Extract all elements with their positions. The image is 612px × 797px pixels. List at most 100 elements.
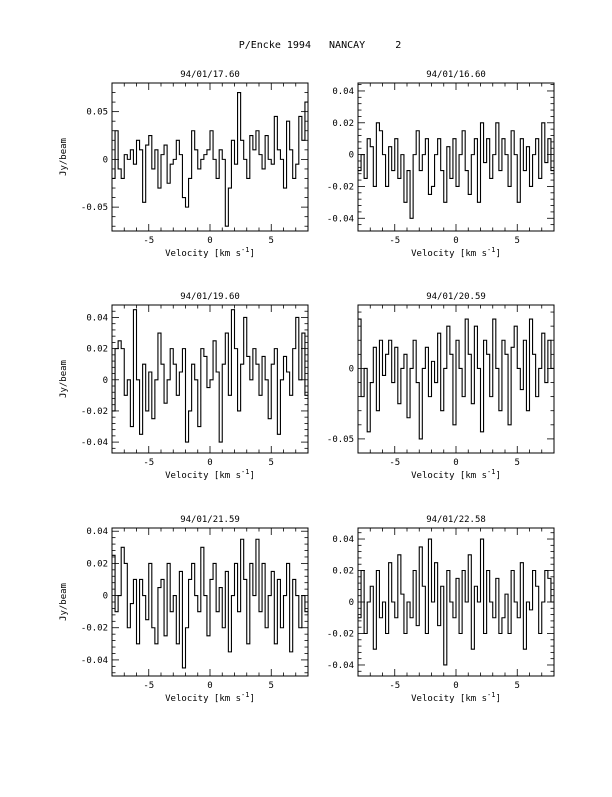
x-axis-label-main: Velocity [km s [165,694,241,704]
spectrum-point [402,594,403,595]
spectrum-point [451,354,452,355]
spectrum-point [220,149,221,150]
spectrum-point [165,403,166,404]
spectrum-point [445,664,446,665]
spectrum-point [460,633,461,634]
spectrum-point [150,563,151,564]
spectrum-point [150,135,151,136]
spectrum-point [147,144,148,145]
y-tick-label: 0.02 [86,345,108,355]
spectrum-point [494,154,495,155]
spectrum-point [469,194,470,195]
spectrum-point [478,368,479,369]
spectrum-point [478,202,479,203]
spectrum-point [260,611,261,612]
x-axis-label-main: Velocity [km s [165,471,241,481]
y-tick-label: -0.04 [81,438,108,448]
spectrum-point [537,396,538,397]
spectrum-point [457,340,458,341]
spectrum-point [512,130,513,131]
spectrum-point [417,382,418,383]
spectrum-point [284,595,285,596]
spectrum-point [460,154,461,155]
spectrum-series-line [358,318,554,440]
spectrum-point [386,354,387,355]
spectrum-point [306,611,307,612]
spectrum-point [399,178,400,179]
spectrum-point [399,403,400,404]
spectrum-point [266,135,267,136]
y-tick-label: 0 [349,598,354,608]
x-axis-label-main: Velocity [km s [411,694,487,704]
spectrum-point [235,348,236,349]
x-axis-label-sup: -1 [487,246,495,254]
spectrum-point [386,186,387,187]
spectrum-point [540,178,541,179]
spectrum-point [214,159,215,160]
spectrum-point [439,138,440,139]
spectrum-point [484,162,485,163]
spectrum-point [386,633,387,634]
y-tick-label: -0.05 [81,203,108,213]
spectrum-point [220,441,221,442]
spectrum-point [515,601,516,602]
spectrum-point [202,348,203,349]
spectrum-point [435,154,436,155]
spectrum-point [174,364,175,365]
spectrum-point [303,140,304,141]
spectrum-point [275,116,276,117]
x-axis-label-sup: -1 [487,691,495,699]
y-tick-label: -0.05 [327,435,354,445]
spectrum-point [260,395,261,396]
spectrum-point [442,410,443,411]
spectrum-point [128,159,129,160]
panel-title: 94/01/22.58 [426,515,486,525]
spectrum-point [275,643,276,644]
spectrum-series-line [112,309,308,443]
spectrum-point [217,371,218,372]
spectrum-point [174,159,175,160]
spectrum-point [503,138,504,139]
x-tick-label: -5 [143,681,154,691]
x-tick-label: 0 [453,458,458,468]
y-tick-label: 0.04 [86,527,108,537]
spectrum-point [533,570,534,571]
spectrum-point [481,122,482,123]
spectrum-point [159,332,160,333]
spectrum-point [137,643,138,644]
spectrum-point [245,579,246,580]
spectrum-point [229,395,230,396]
spectrum-point [183,667,184,668]
x-axis-label-close: ] [495,694,500,704]
spectrum-point [524,649,525,650]
x-axis-label-sup: -1 [241,691,249,699]
spectrum-point [116,348,117,349]
spectrum-point [137,379,138,380]
spectrum-point [396,138,397,139]
y-tick-label: 0 [349,364,354,374]
spectrum-point [494,318,495,319]
spectrum-point [423,586,424,587]
spectrum-point [291,149,292,150]
spectrum-point [134,579,135,580]
spectrum-point [306,101,307,102]
spectrum-point [199,426,200,427]
spectrum-point [183,348,184,349]
x-axis-label: Velocity [km s-1] [165,246,255,259]
spectrum-point [460,368,461,369]
spectrum-point [472,403,473,404]
panel-title: 94/01/21.59 [180,515,240,525]
spectrum-point [165,635,166,636]
spectrum-point [177,140,178,141]
spectrum-point [196,149,197,150]
spectrum-point [183,197,184,198]
spectrum-point [506,354,507,355]
spectrum-panel-5: 94/01/21.59 -5 0 5 -0.04 -0.02 0 0.02 0.04 Veloci… [59,515,309,704]
spectrum-point [297,164,298,165]
spectrum-point [177,643,178,644]
spectrum-point [451,601,452,602]
panel-title: 94/01/19.60 [180,292,240,302]
spectrum-point [518,617,519,618]
spectrum-point [294,579,295,580]
